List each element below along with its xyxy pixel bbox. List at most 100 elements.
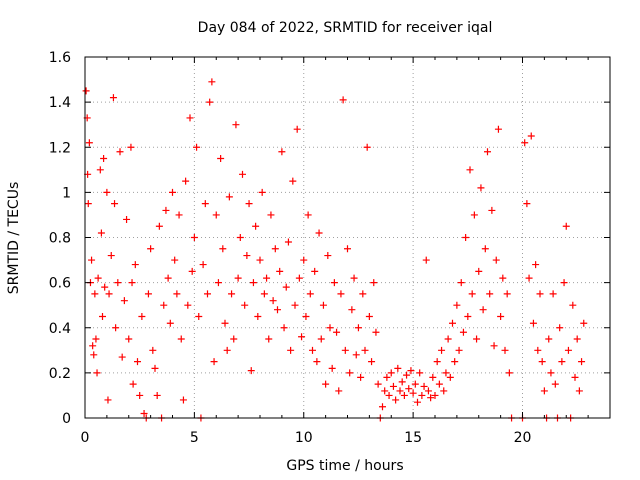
data-point	[295, 274, 303, 282]
data-point	[111, 200, 119, 208]
data-point	[317, 335, 325, 343]
data-point	[245, 200, 253, 208]
data-point	[449, 319, 456, 327]
data-point	[475, 267, 483, 275]
data-point	[140, 409, 148, 417]
data-point	[219, 245, 227, 253]
data-point	[394, 364, 402, 372]
data-point	[339, 96, 347, 104]
data-point	[214, 279, 222, 287]
data-point	[433, 358, 441, 366]
x-tick-label: 0	[81, 430, 90, 446]
data-point	[112, 324, 120, 332]
data-point	[217, 155, 225, 163]
data-point	[438, 346, 446, 354]
data-point	[409, 389, 417, 397]
data-point	[173, 290, 181, 298]
data-point	[82, 87, 90, 95]
data-point	[427, 394, 435, 402]
data-point	[571, 373, 579, 381]
data-point	[256, 256, 264, 264]
data-point	[169, 188, 176, 196]
data-point	[85, 139, 93, 147]
data-point	[182, 177, 190, 185]
data-point	[184, 301, 192, 309]
data-point	[127, 143, 135, 151]
data-point	[326, 324, 334, 332]
data-point	[93, 369, 101, 377]
data-point	[330, 279, 338, 287]
data-point	[564, 346, 572, 354]
data-point	[252, 222, 260, 230]
data-point	[346, 369, 354, 377]
data-point	[361, 346, 369, 354]
data-point	[341, 346, 349, 354]
data-point	[547, 369, 555, 377]
data-point	[490, 342, 498, 350]
y-tick-label: 0.2	[49, 366, 71, 382]
data-point	[484, 148, 491, 156]
data-point	[379, 403, 386, 411]
y-tick-label: 0	[62, 411, 71, 427]
data-point	[221, 319, 229, 327]
data-point	[451, 358, 459, 366]
data-point	[134, 358, 141, 366]
data-point	[195, 312, 203, 320]
data-point	[300, 256, 308, 264]
data-point	[464, 312, 472, 320]
data-point	[276, 267, 284, 275]
data-point	[254, 312, 262, 320]
data-point	[387, 369, 395, 377]
data-point	[302, 312, 310, 320]
data-point	[188, 267, 196, 275]
x-tick-label: 15	[404, 430, 422, 446]
data-point	[138, 312, 146, 320]
data-point	[97, 229, 105, 237]
data-point	[527, 132, 535, 140]
data-point	[271, 245, 279, 253]
y-tick-label: 1.2	[49, 140, 71, 156]
data-point	[383, 373, 391, 381]
data-point	[147, 245, 155, 253]
data-point	[313, 358, 321, 366]
data-point	[101, 283, 109, 291]
data-point	[357, 373, 365, 381]
data-point	[109, 94, 117, 102]
data-point	[529, 319, 537, 327]
data-point	[129, 380, 137, 388]
data-point	[107, 252, 115, 260]
data-point	[118, 353, 126, 361]
y-tick-label: 0.4	[49, 321, 71, 337]
data-point	[267, 211, 275, 219]
data-point	[319, 301, 327, 309]
data-point	[128, 279, 136, 287]
data-point	[488, 206, 496, 214]
data-point	[263, 274, 271, 282]
data-point	[370, 279, 378, 287]
data-point	[573, 335, 581, 343]
x-tick-label: 5	[190, 430, 199, 446]
data-point	[350, 274, 358, 282]
data-point	[497, 312, 505, 320]
data-point	[234, 274, 242, 282]
data-point	[540, 387, 548, 395]
data-point	[100, 155, 108, 163]
data-point	[381, 387, 389, 395]
data-point	[578, 358, 586, 366]
data-point	[374, 380, 382, 388]
data-point	[499, 274, 507, 282]
data-point	[280, 324, 288, 332]
data-point	[494, 125, 502, 133]
data-point	[212, 211, 220, 219]
data-point	[160, 301, 168, 309]
data-point	[225, 193, 233, 201]
data-point	[368, 358, 376, 366]
data-point	[328, 364, 336, 372]
data-point	[562, 222, 570, 230]
data-point	[479, 306, 487, 314]
data-point	[444, 335, 452, 343]
data-point	[89, 342, 97, 350]
data-point	[416, 369, 424, 377]
data-point	[114, 279, 122, 287]
